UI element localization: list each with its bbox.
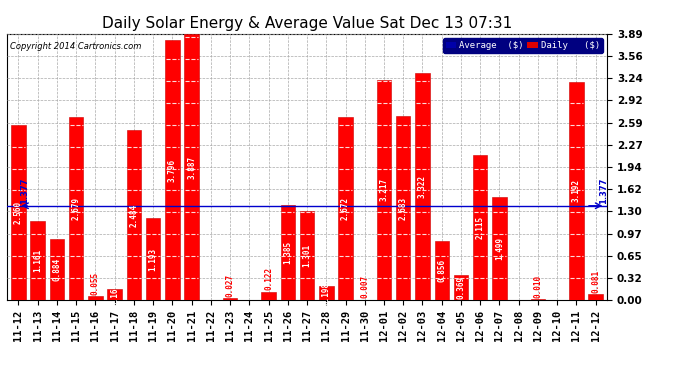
Bar: [492, 197, 506, 300]
Text: 0.198: 0.198: [322, 282, 331, 305]
Bar: [338, 117, 353, 300]
Text: 2.484: 2.484: [130, 203, 139, 226]
Text: 1.499: 1.499: [495, 237, 504, 260]
Text: 1.301: 1.301: [302, 244, 312, 267]
Title: Daily Solar Energy & Average Value Sat Dec 13 07:31: Daily Solar Energy & Average Value Sat D…: [102, 16, 512, 31]
Bar: [30, 220, 45, 300]
Bar: [88, 296, 103, 300]
Bar: [396, 116, 411, 300]
Bar: [262, 292, 276, 300]
Text: 0.856: 0.856: [437, 259, 446, 282]
Bar: [69, 117, 83, 300]
Text: 1.161: 1.161: [33, 249, 42, 272]
Text: 3.887: 3.887: [187, 155, 196, 178]
Bar: [300, 211, 314, 300]
Text: 2.672: 2.672: [341, 197, 350, 220]
Text: 3.217: 3.217: [380, 178, 388, 201]
Text: 1.193: 1.193: [148, 248, 157, 271]
Text: 0.081: 0.081: [591, 270, 600, 293]
Bar: [146, 218, 160, 300]
Bar: [473, 155, 487, 300]
Text: 2.560: 2.560: [14, 201, 23, 224]
Text: 3.322: 3.322: [418, 175, 427, 198]
Text: 0.161: 0.161: [110, 283, 119, 306]
Text: 0.007: 0.007: [360, 275, 369, 298]
Bar: [377, 80, 391, 300]
Text: 0.122: 0.122: [264, 267, 273, 290]
Text: 0.884: 0.884: [52, 258, 61, 281]
Text: 0.369: 0.369: [457, 276, 466, 299]
Bar: [319, 286, 333, 300]
Bar: [11, 125, 26, 300]
Text: 2.679: 2.679: [72, 197, 81, 220]
Bar: [454, 275, 469, 300]
Bar: [50, 240, 64, 300]
Text: 0.055: 0.055: [91, 272, 100, 295]
Text: 3.192: 3.192: [572, 179, 581, 203]
Text: 1.385: 1.385: [284, 241, 293, 264]
Bar: [108, 289, 122, 300]
Bar: [165, 40, 179, 300]
Bar: [184, 34, 199, 300]
Bar: [531, 299, 545, 300]
Legend: Average  ($), Daily   ($): Average ($), Daily ($): [443, 38, 602, 53]
Bar: [415, 73, 430, 300]
Text: 1.377: 1.377: [600, 178, 609, 204]
Bar: [569, 81, 584, 300]
Text: 0.010: 0.010: [533, 275, 542, 298]
Text: 1.377: 1.377: [21, 178, 30, 204]
Text: 0.027: 0.027: [226, 274, 235, 297]
Text: 2.683: 2.683: [399, 196, 408, 220]
Bar: [223, 298, 237, 300]
Bar: [435, 242, 449, 300]
Text: Copyright 2014 Cartronics.com: Copyright 2014 Cartronics.com: [10, 42, 141, 51]
Bar: [127, 130, 141, 300]
Bar: [281, 205, 295, 300]
Bar: [589, 294, 603, 300]
Text: 2.115: 2.115: [475, 216, 484, 239]
Text: 3.796: 3.796: [168, 159, 177, 182]
